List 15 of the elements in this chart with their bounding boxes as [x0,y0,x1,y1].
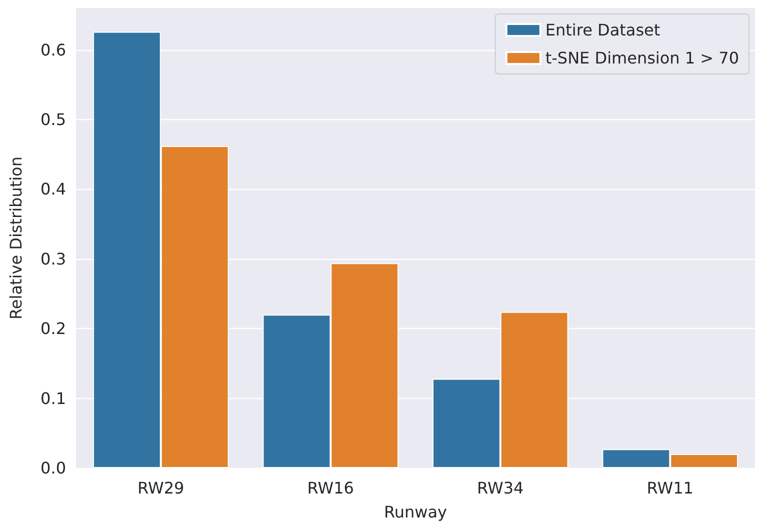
y-tick-label: 0.1 [40,388,66,408]
y-tick-label: 0.4 [40,180,66,199]
y-tick-label: 0.3 [40,249,66,268]
legend-label: t-SNE Dimension 1 > 70 [545,48,740,68]
x-tick-label: RW34 [477,478,524,498]
x-axis-title: Runway [384,502,448,522]
y-tick-label: 0.0 [40,458,66,478]
x-tick-label: RW16 [307,478,354,498]
y-tick-label: 0.6 [40,40,66,60]
x-tick-label: RW29 [138,478,184,498]
y-tick-label: 0.5 [40,110,66,130]
y-axis-title: Relative Distribution [6,156,26,320]
legend-label: Entire Dataset [545,20,660,40]
y-tick-label: 0.2 [40,319,66,338]
x-tick-label: RW11 [646,478,694,498]
